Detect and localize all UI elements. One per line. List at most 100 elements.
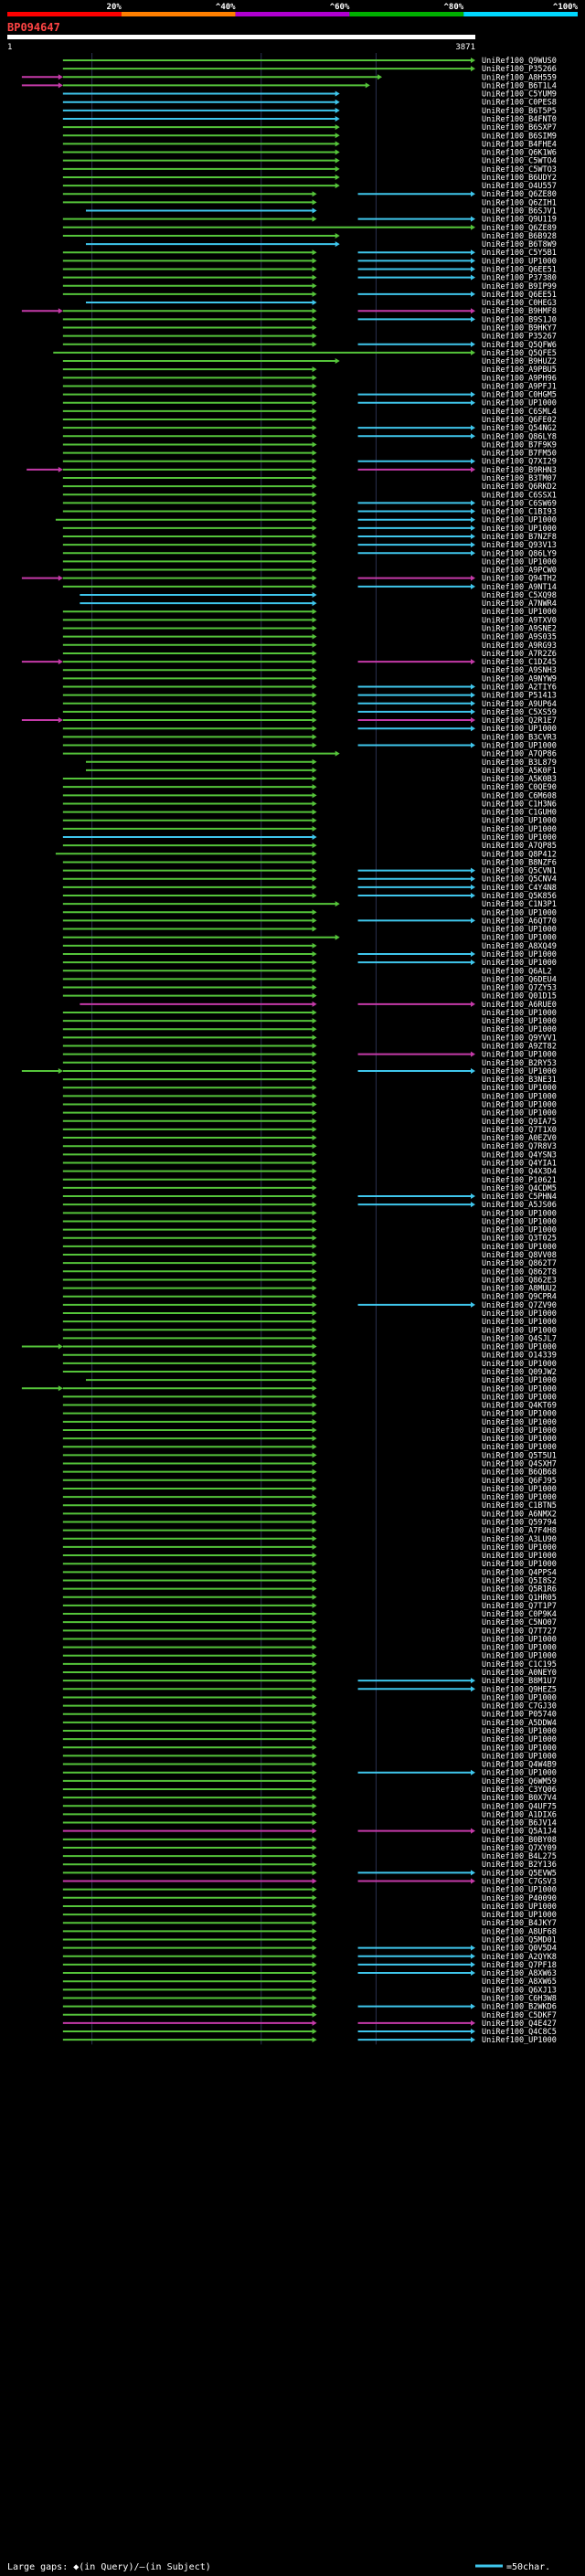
hit-label[interactable]: UniRef100_P35267 [482, 333, 557, 342]
hit-row[interactable]: UniRef100_Q9YVV1 [62, 1034, 557, 1043]
hit-row[interactable]: UniRef100_UP1000 [62, 950, 557, 959]
hit-row[interactable]: UniRef100_Q862T8 [62, 1267, 557, 1277]
hit-row[interactable]: UniRef100_C5YUM9 [62, 90, 557, 100]
hit-label[interactable]: UniRef100_C0HGM5 [482, 391, 557, 400]
hit-label[interactable]: UniRef100_Q6RKD2 [482, 482, 557, 492]
hit-row[interactable]: UniRef100_Q5QFE5 [53, 349, 557, 358]
hit-label[interactable]: UniRef100_UP1000 [482, 516, 557, 525]
hit-row[interactable]: UniRef100_C5XQ98 [80, 591, 557, 600]
hit-label[interactable]: UniRef100_O14339 [482, 1352, 557, 1361]
hit-row[interactable]: UniRef100_Q5R1R6 [62, 1585, 557, 1595]
hit-row[interactable]: UniRef100_A2TIY6 [62, 684, 557, 693]
hit-label[interactable]: UniRef100_Q6EE51 [482, 291, 557, 300]
hit-row[interactable]: UniRef100_UP1000 [62, 1101, 557, 1110]
hit-row[interactable]: UniRef100_UP1000 [62, 825, 557, 834]
hit-row[interactable]: UniRef100_Q86LY8 [62, 432, 557, 441]
hit-label[interactable]: UniRef100_B9HMF8 [482, 307, 557, 316]
hit-row[interactable]: UniRef100_A9NT14 [62, 583, 557, 592]
hit-row[interactable]: UniRef100_Q8P412 [55, 850, 557, 859]
hit-label[interactable]: UniRef100_Q6DEU4 [482, 975, 557, 984]
hit-row[interactable]: UniRef100_A9ZT82 [62, 1043, 557, 1052]
hit-row[interactable]: UniRef100_B3TM07 [62, 474, 557, 483]
hit-row[interactable]: UniRef100_A8UF68 [62, 1927, 557, 1936]
hit-row[interactable]: UniRef100_Q2R1E7 [21, 716, 557, 726]
hit-label[interactable]: UniRef100_A9PCW0 [482, 567, 557, 576]
hit-row[interactable]: UniRef100_A9RG93 [62, 641, 557, 651]
hit-row[interactable]: UniRef100_A7F4H8 [62, 1527, 557, 1536]
hit-row[interactable]: UniRef100_Q6AL2 [62, 967, 552, 976]
hit-row[interactable]: UniRef100_P51413 [62, 692, 557, 701]
hit-label[interactable]: UniRef100_Q7XY09 [482, 1844, 557, 1853]
hit-row[interactable]: UniRef100_UP1000 [62, 1051, 557, 1060]
hit-label[interactable]: UniRef100_Q4W4B9 [482, 1761, 557, 1770]
hit-row[interactable]: UniRef100_Q86LY9 [62, 549, 557, 558]
hit-label[interactable]: UniRef100_B9HUZ2 [482, 357, 557, 366]
hit-label[interactable]: UniRef100_A9PBU5 [482, 366, 557, 375]
hit-row[interactable]: UniRef100_B7F9K9 [62, 440, 557, 450]
hit-row[interactable]: UniRef100_UP1000 [62, 1485, 557, 1494]
hit-row[interactable]: UniRef100_Q5K856 [62, 892, 557, 901]
hit-label[interactable]: UniRef100_C6SW69 [482, 499, 557, 508]
hit-label[interactable]: UniRef100_B7FM50 [482, 450, 557, 459]
hit-row[interactable]: UniRef100_A8XW63 [62, 1969, 557, 1978]
hit-row[interactable]: UniRef100_UP1000 [62, 1443, 557, 1452]
hit-row[interactable]: UniRef100_B4FNT0 [62, 115, 557, 124]
hit-row[interactable]: UniRef100_A7QP86 [62, 750, 557, 759]
hit-row[interactable]: UniRef100_P35266 [62, 65, 557, 74]
hit-row[interactable]: UniRef100_UP1000 [62, 1903, 557, 1912]
hit-row[interactable]: UniRef100_A9PBU5 [62, 366, 557, 375]
hit-label[interactable]: UniRef100_A8H559 [482, 73, 557, 82]
hit-label[interactable]: UniRef100_A5K0F1 [482, 767, 557, 776]
hit-row[interactable]: UniRef100_Q6K1W6 [62, 149, 557, 158]
hit-row[interactable]: UniRef100_UP1000 [62, 1226, 557, 1235]
hit-row[interactable]: UniRef100_B9HUZ2 [62, 357, 557, 366]
hit-label[interactable]: UniRef100_B9S1J0 [482, 315, 557, 324]
hit-row[interactable]: UniRef100_Q93V13 [62, 541, 557, 550]
hit-row[interactable]: UniRef100_C5XS59 [62, 708, 557, 717]
hit-row[interactable]: UniRef100_A6NMX2 [62, 1510, 557, 1519]
hit-label[interactable]: UniRef100_UP1000 [482, 1217, 557, 1226]
hit-row[interactable]: UniRef100_P05740 [62, 1711, 557, 1720]
hit-row[interactable]: UniRef100_Q6WM59 [62, 1777, 557, 1786]
hit-row[interactable]: UniRef100_Q5QFW6 [62, 341, 557, 350]
hit-row[interactable]: UniRef100_UP1000 [62, 1727, 557, 1736]
hit-label[interactable]: UniRef100_UP1000 [482, 1886, 557, 1895]
hit-row[interactable]: UniRef100_Q7R8V3 [62, 1142, 557, 1151]
hit-label[interactable]: UniRef100_Q0V5D4 [482, 1945, 557, 1954]
hit-row[interactable]: UniRef100_P35267 [62, 333, 557, 342]
hit-label[interactable]: UniRef100_A1DIX6 [482, 1810, 557, 1819]
hit-row[interactable]: UniRef100_Q4X3D4 [62, 1168, 557, 1177]
hit-row[interactable]: UniRef100_Q7ZV90 [62, 1301, 557, 1310]
hit-label[interactable]: UniRef100_A9ZT82 [482, 1043, 557, 1052]
hit-label[interactable]: UniRef100_UP1000 [482, 1209, 557, 1218]
hit-row[interactable]: UniRef100_A9UP64 [62, 700, 557, 709]
hit-row[interactable]: UniRef100_A7NWR4 [80, 599, 557, 609]
hit-row[interactable]: UniRef100_A9PCW0 [62, 567, 557, 576]
hit-label[interactable]: UniRef100_C7GSV3 [482, 1878, 557, 1887]
hit-label[interactable]: UniRef100_B6UDY2 [482, 174, 557, 183]
hit-label[interactable]: UniRef100_UP1000 [482, 908, 557, 917]
hit-label[interactable]: UniRef100_P10621 [482, 1176, 557, 1185]
hit-row[interactable]: UniRef100_A8XW65 [62, 1977, 557, 1987]
hit-label[interactable]: UniRef100_Q7PF18 [482, 1961, 557, 1970]
hit-row[interactable]: UniRef100_C0QE90 [62, 783, 557, 792]
hit-label[interactable]: UniRef100_A9RG93 [482, 641, 557, 651]
hit-label[interactable]: UniRef100_A7QP85 [482, 842, 557, 851]
hit-row[interactable]: UniRef100_UP1000 [62, 1752, 557, 1761]
hit-label[interactable]: UniRef100_UP1000 [482, 741, 557, 750]
hit-row[interactable]: UniRef100_B6QB68 [62, 1468, 557, 1478]
hit-label[interactable]: UniRef100_Q4UF75 [482, 1802, 557, 1811]
hit-row[interactable]: UniRef100_Q6ZE89 [62, 224, 557, 233]
hit-row[interactable]: UniRef100_C1GUH0 [62, 809, 557, 818]
hit-row[interactable]: UniRef100_UP1000 [62, 908, 557, 917]
hit-label[interactable]: UniRef100_UP1000 [482, 926, 557, 935]
hit-row[interactable]: UniRef100_UP1000 [62, 959, 557, 968]
hit-label[interactable]: UniRef100_C5WTO3 [482, 165, 557, 175]
hit-label[interactable]: UniRef100_B2WKD6 [482, 2003, 557, 2012]
hit-label[interactable]: UniRef100_Q7T727 [482, 1627, 557, 1636]
hit-label[interactable]: UniRef100_UP1000 [482, 1067, 557, 1076]
hit-label[interactable]: UniRef100_C1GUH0 [482, 809, 557, 818]
hit-row[interactable]: UniRef100_Q4PPS4 [62, 1568, 557, 1577]
hit-row[interactable]: UniRef100_Q9CPR4 [62, 1293, 557, 1302]
hit-row[interactable]: UniRef100_A3LU90 [62, 1535, 557, 1544]
